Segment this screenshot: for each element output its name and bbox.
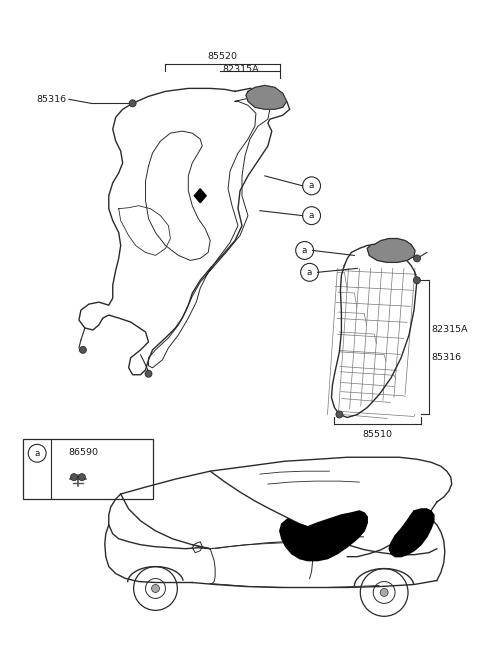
Text: 86590: 86590 <box>68 448 98 457</box>
Circle shape <box>78 474 85 481</box>
Polygon shape <box>194 189 206 203</box>
Polygon shape <box>280 511 367 561</box>
Text: a: a <box>307 268 312 277</box>
Circle shape <box>380 588 388 597</box>
Polygon shape <box>246 85 287 109</box>
Text: 85520: 85520 <box>207 52 237 61</box>
Text: 85510: 85510 <box>362 430 392 439</box>
Text: 82315A: 82315A <box>222 65 259 74</box>
Text: 82315A: 82315A <box>431 326 468 335</box>
Polygon shape <box>389 509 434 557</box>
Text: 85316: 85316 <box>431 353 461 362</box>
Circle shape <box>336 411 343 418</box>
Bar <box>23 440 153 499</box>
Circle shape <box>413 277 420 284</box>
Circle shape <box>152 584 159 593</box>
Circle shape <box>413 255 420 262</box>
Text: a: a <box>35 449 40 458</box>
Circle shape <box>71 474 77 481</box>
Circle shape <box>129 100 136 107</box>
Polygon shape <box>367 238 415 263</box>
Circle shape <box>145 370 152 377</box>
Text: a: a <box>309 211 314 220</box>
Text: 85316: 85316 <box>36 95 66 104</box>
Text: a: a <box>302 246 307 255</box>
Circle shape <box>79 346 86 353</box>
Text: a: a <box>309 181 314 191</box>
